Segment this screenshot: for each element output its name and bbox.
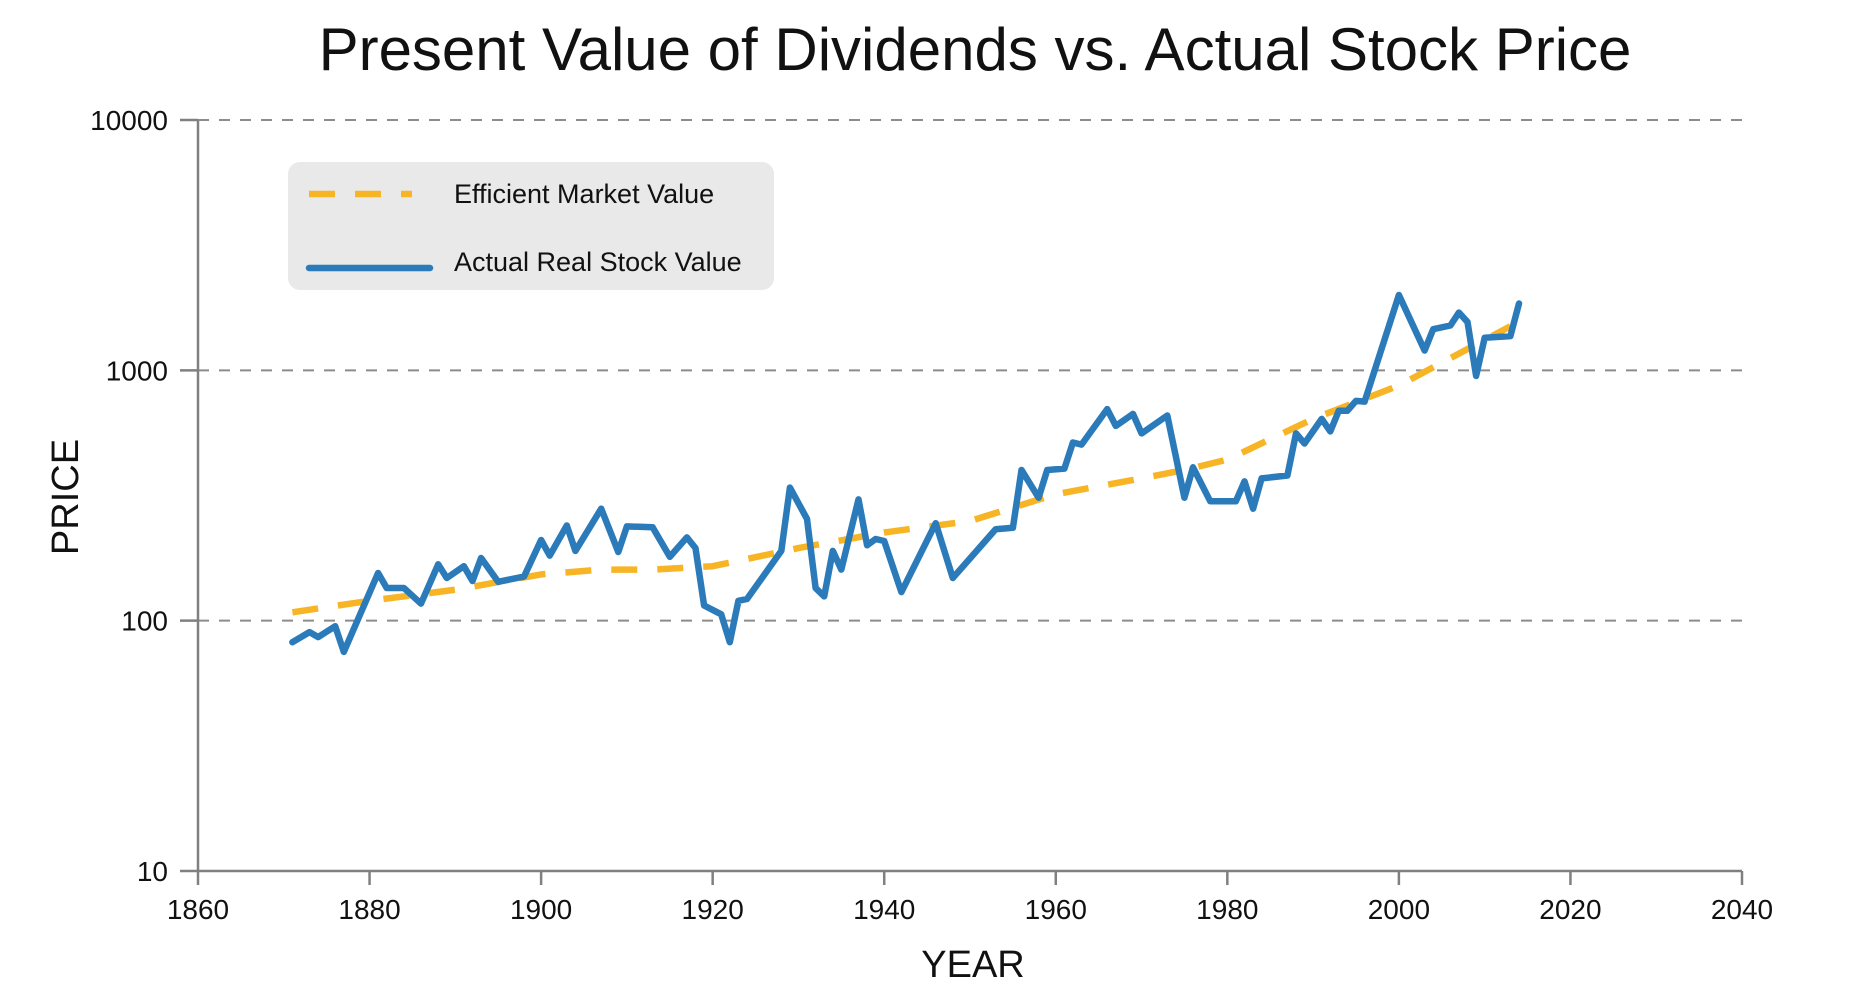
legend-label-efficient-market: Efficient Market Value [454, 179, 714, 209]
x-tick-label: 1860 [167, 894, 229, 925]
chart-title: Present Value of Dividends vs. Actual St… [319, 16, 1632, 83]
y-axis-label: PRICE [45, 439, 87, 555]
series-layer [289, 291, 1523, 656]
axes [196, 120, 1742, 873]
x-tick-label: 2020 [1539, 894, 1601, 925]
x-axis-label: YEAR [921, 944, 1024, 986]
x-tick-label: 1920 [682, 894, 744, 925]
axis-ticks: 1860 1880 1900 1920 1940 1960 1980 2000 2020 2040… [90, 105, 1773, 925]
series-line-actual-real-stock-value [289, 291, 1523, 656]
x-tick-label: 1880 [338, 894, 400, 925]
y-tick-label: 1000 [106, 355, 168, 386]
x-tick-label: 1980 [1196, 894, 1258, 925]
x-tick-label: 2040 [1711, 894, 1773, 925]
series-line-efficient-market-value [291, 323, 1512, 616]
x-tick-label: 1940 [853, 894, 915, 925]
y-tick-label: 100 [121, 606, 168, 637]
y-tick-label: 10 [137, 856, 168, 887]
x-tick-label: 1960 [1025, 894, 1087, 925]
y-tick-label: 10000 [90, 105, 168, 136]
legend-label-actual-real-stock: Actual Real Stock Value [454, 247, 742, 277]
x-tick-label: 1900 [510, 894, 572, 925]
gridlines [198, 119, 1742, 622]
legend: Efficient Market Value Actual Real Stock… [288, 162, 774, 290]
x-tick-label: 2000 [1368, 894, 1430, 925]
